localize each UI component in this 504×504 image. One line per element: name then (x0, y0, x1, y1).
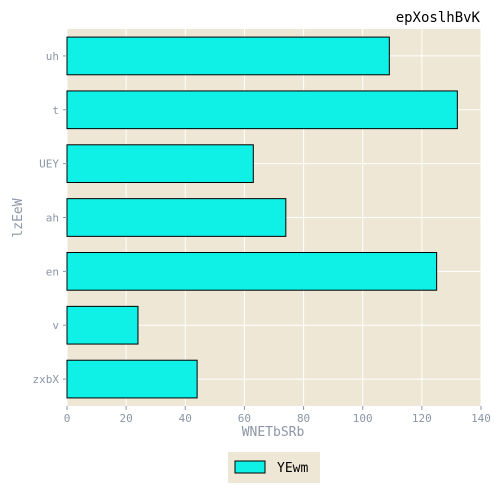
x-ticks: 0 20 40 60 80 100 120 140 (64, 406, 491, 425)
x-axis-label: WNETbSRb (242, 425, 305, 440)
legend: YEwm (228, 452, 320, 483)
y-tick-label: UEY (39, 158, 59, 171)
y-tick-label: zxbX (33, 373, 60, 386)
x-tick-label: 100 (353, 412, 373, 425)
y-tick-label: en (46, 265, 59, 278)
bar-uh (66, 36, 390, 76)
bar-v (66, 305, 139, 345)
legend-swatch (234, 460, 266, 474)
bar-t (66, 90, 458, 130)
x-tick-label: 20 (120, 412, 133, 425)
y-tick-label: ah (46, 212, 59, 225)
x-tick-label: 60 (238, 412, 251, 425)
legend-label: YEwm (277, 461, 308, 476)
bars (66, 36, 458, 399)
x-tick-label: 80 (297, 412, 310, 425)
bar-UEY (66, 144, 254, 183)
y-tick-label: v (52, 319, 59, 332)
x-tick-label: 0 (64, 412, 71, 425)
y-tick-label: uh (46, 50, 59, 63)
chart-title: epXoslhBvK (396, 10, 481, 26)
y-tick-label: t (52, 104, 59, 117)
x-tick-label: 40 (179, 412, 192, 425)
bar-en (66, 252, 438, 291)
x-tick-label: 140 (471, 412, 491, 425)
y-ticks: uh t UEY ah en v zxbX (33, 50, 67, 386)
x-tick-label: 120 (412, 412, 432, 425)
y-axis-label: lzEeW (11, 198, 26, 237)
bar-zxbX (66, 359, 198, 399)
bar-ah (66, 198, 287, 237)
